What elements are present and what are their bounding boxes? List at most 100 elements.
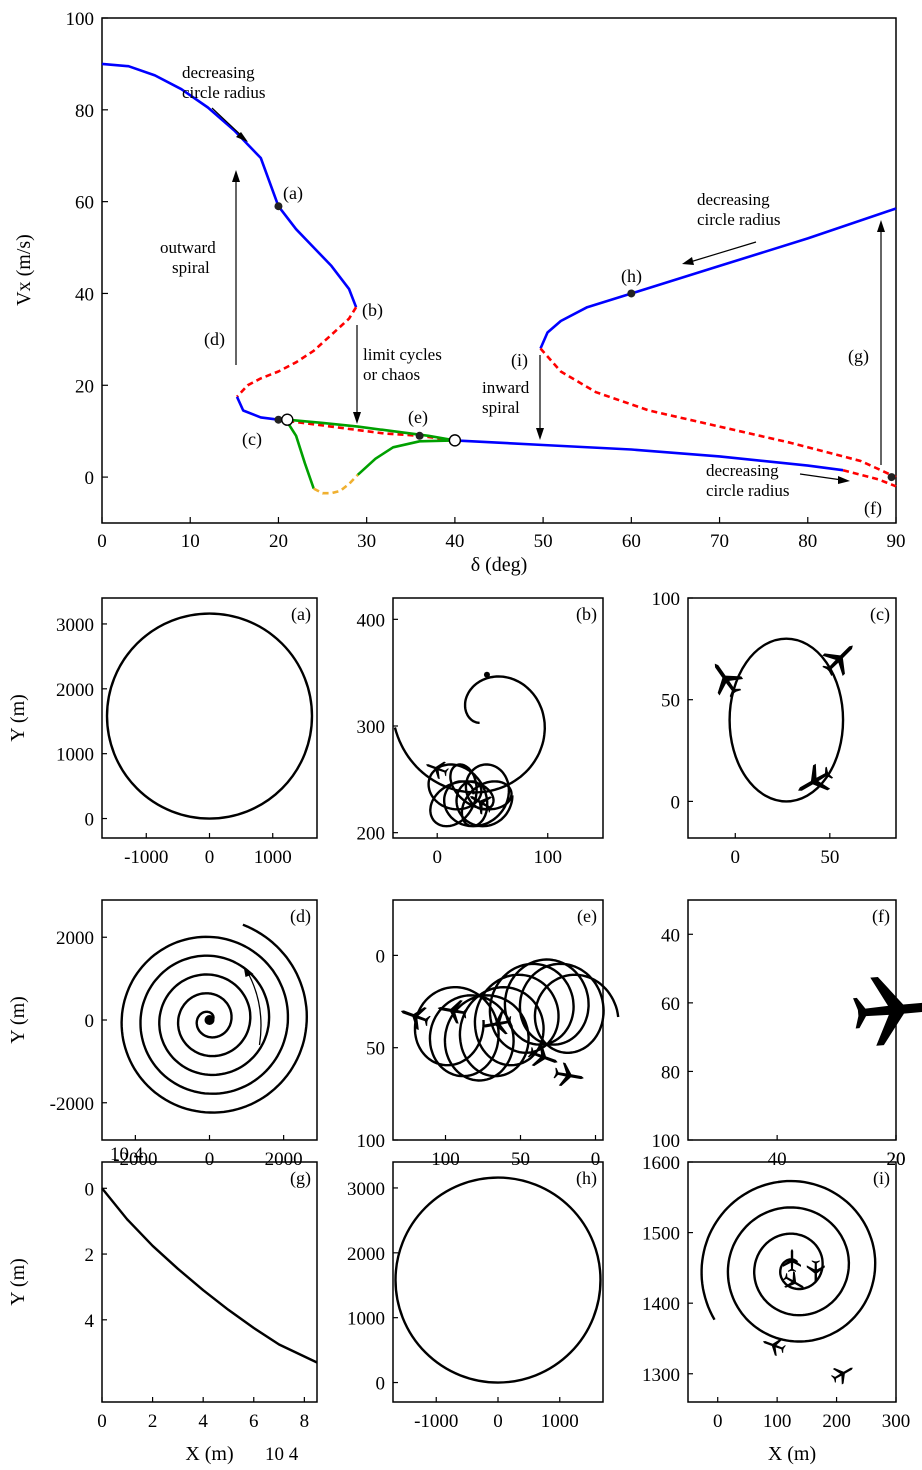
panel-g-x-multiplier: 10 4	[265, 1444, 299, 1465]
panel-h: -1000 0 1000 0 1000 2000 3000 (h)	[347, 1161, 604, 1432]
panel-d-center	[204, 1015, 215, 1025]
panel-d-y-tick-label: -2000	[50, 1094, 94, 1115]
panel-h-x-tick-label: -1000	[414, 1411, 458, 1432]
panel-d-x-tick-label: 0	[205, 1149, 215, 1170]
panel-e-x-tick-label: 0	[591, 1149, 601, 1170]
panel-b-y-tick-label: 300	[357, 717, 386, 738]
panel-b-aircraft-2	[469, 796, 495, 815]
panel-e-y-tick-label: 0	[376, 946, 386, 967]
panel-i-aircraft-5	[782, 1271, 805, 1289]
panel-i-aircraft-1	[830, 1367, 853, 1385]
annotation-decreasing-radius-upper-left: decreasing circle radius	[182, 63, 266, 142]
panel-i-y-tick-label: 1600	[642, 1153, 680, 1174]
branch-stable-2	[235, 396, 279, 421]
panel-g: 0 2 4 6 8 0 2 4 (g) Y (m) X (m)	[7, 1161, 318, 1465]
panel-h-trajectory	[394, 1176, 602, 1384]
panel-h-y-tick-label: 1000	[347, 1309, 385, 1330]
main-x-axis-label: δ (deg)	[471, 554, 528, 576]
point-label-e: (e)	[408, 407, 428, 428]
svg-text:or chaos: or chaos	[363, 365, 420, 384]
panel-a-frame	[101, 597, 318, 839]
panel-e-y-tick-label: 50	[366, 1039, 385, 1060]
panel-d-x-tick-label: 2000	[265, 1149, 303, 1170]
main-y-tick-label: 40	[75, 284, 94, 305]
panel-e-x-tick-label: 100	[431, 1149, 460, 1170]
branch-stable-4	[454, 439, 844, 472]
panel-i-x-tick-label: 200	[822, 1411, 851, 1432]
panel-e-aircraft-2	[437, 1000, 468, 1024]
point-label-i: (i)	[511, 350, 528, 371]
panel-i-aircraft-3	[806, 1260, 825, 1284]
panel-f-aircraft	[853, 976, 922, 1046]
panel-d-y-axis-label: Y (m)	[7, 996, 29, 1044]
panel-i-x-tick-label: 300	[882, 1411, 911, 1432]
panel-g-frame	[101, 1161, 318, 1403]
main-curves	[101, 62, 897, 495]
panel-f-x-tick-label: 20	[887, 1149, 906, 1170]
panel-d-y-tick-label: 0	[85, 1011, 95, 1032]
main-y-tick-label: 100	[66, 9, 95, 30]
svg-text:inward: inward	[482, 378, 530, 397]
panel-a-y-tick-label: 1000	[56, 745, 94, 766]
panel-g-x-tick-label: 6	[249, 1411, 259, 1432]
panel-c-aircraft-3	[798, 763, 834, 791]
panel-e-aircraft-1	[400, 1007, 431, 1030]
panel-b-frame	[392, 597, 604, 839]
panel-g-x-axis-label: X (m)	[185, 1443, 233, 1465]
equilibrium-point-e	[415, 431, 424, 440]
panel-d: -2000 0 2000 -2000 0 2000 (d) Y (m)	[7, 899, 318, 1170]
panel-g-label: (g)	[290, 1168, 311, 1189]
panel-a-y-tick-label: 0	[85, 810, 95, 831]
panel-i-spiral	[700, 1179, 877, 1343]
hopf-point-1	[448, 434, 462, 447]
panel-f-x-tick-label: 20	[887, 1149, 906, 1170]
panel-g-y-tick-label: 2	[85, 1245, 95, 1266]
panel-b-y-tick-label: 200	[357, 824, 386, 845]
point-label-b: (b)	[362, 300, 383, 321]
equilibrium-point-f	[887, 473, 896, 482]
point-label-g: (g)	[848, 346, 869, 367]
panel-h-x-tick-label: 1000	[541, 1411, 579, 1432]
panel-e-aircraft-3	[482, 1010, 513, 1035]
panel-f-y-tick-label: 100	[652, 1131, 681, 1152]
equilibrium-point-c	[274, 415, 283, 424]
panel-f-y-tick-label: 60	[661, 994, 680, 1015]
main-x-tick-label: 80	[798, 531, 817, 552]
svg-text:decreasing: decreasing	[182, 63, 255, 82]
panel-f-y-tick-label: 80	[661, 1062, 680, 1083]
panel-g-y-tick-label: 4	[85, 1311, 95, 1332]
panel-a-x-tick-label: 0	[205, 847, 215, 868]
panel-e-aircraft-5	[553, 1062, 584, 1087]
main-x-tick-label: 20	[269, 531, 288, 552]
annotation-limit-cycles: limit cycles or chaos	[353, 325, 442, 424]
panel-e-x-tick-label: 50	[511, 1149, 530, 1170]
branch-unstable-5	[842, 468, 897, 488]
panel-c: 0 50 0 50 100 (c)	[652, 589, 897, 868]
panel-b-x-tick-label: 100	[533, 847, 562, 868]
point-label-c: (c)	[242, 429, 262, 450]
panel-g-x-tick-label: 4	[198, 1411, 208, 1432]
panel-a-label: (a)	[291, 604, 311, 625]
hopf-point-0	[281, 413, 294, 426]
panel-f-y-tick-label: 40	[661, 925, 680, 946]
panel-g-y-tick-label: 0	[85, 1179, 95, 1200]
svg-text:circle radius: circle radius	[697, 210, 781, 229]
svg-text:spiral: spiral	[172, 258, 210, 277]
panel-i-frame	[687, 1161, 897, 1403]
main-x-tick-label: 10	[181, 531, 200, 552]
branch-stable-6	[539, 207, 897, 350]
panel-a-y-tick-label: 2000	[56, 680, 94, 701]
panel-i-x-tick-label: 0	[713, 1411, 723, 1432]
cycle-lower-cycle_stable-0	[286, 421, 315, 490]
main-y-axis-label: Vx (m/s)	[13, 234, 35, 306]
panel-b-y-tick-label: 400	[357, 610, 386, 631]
panel-g-x-tick-label: 8	[300, 1411, 310, 1432]
panel-c-y-tick-label: 50	[661, 691, 680, 712]
panel-i-y-tick-label: 1300	[642, 1365, 680, 1386]
panel-a-x-tick-label: -1000	[124, 847, 168, 868]
panel-b-x-tick-label: 0	[432, 847, 442, 868]
panel-g-y-multiplier: 10 4	[110, 1144, 144, 1165]
main-y-tick-label: 20	[75, 376, 94, 397]
